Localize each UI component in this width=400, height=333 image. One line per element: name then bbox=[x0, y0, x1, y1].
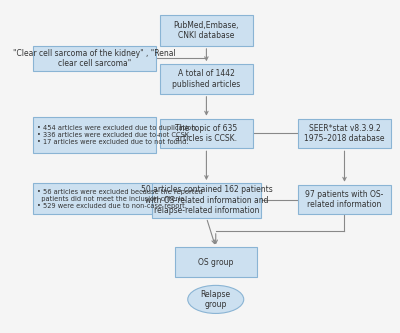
Text: • 454 articles were excluded due to duplication.
• 336 articles were excluded du: • 454 articles were excluded due to dupl… bbox=[37, 125, 197, 145]
Text: 97 patients with OS-
related information: 97 patients with OS- related information bbox=[305, 190, 384, 209]
Text: OS group: OS group bbox=[198, 258, 234, 267]
Text: SEER*stat v8.3.9.2
1975–2018 database: SEER*stat v8.3.9.2 1975–2018 database bbox=[304, 124, 385, 143]
FancyBboxPatch shape bbox=[160, 15, 253, 46]
Text: The topic of 635
articles is CCSK.: The topic of 635 articles is CCSK. bbox=[175, 124, 238, 143]
FancyBboxPatch shape bbox=[175, 247, 257, 277]
FancyBboxPatch shape bbox=[160, 119, 253, 148]
Text: Relapse
group: Relapse group bbox=[201, 290, 231, 309]
FancyBboxPatch shape bbox=[160, 64, 253, 94]
Text: • 56 articles were excluded because the reported
  patients did not meet the inc: • 56 articles were excluded because the … bbox=[37, 189, 202, 209]
FancyBboxPatch shape bbox=[33, 46, 156, 71]
FancyBboxPatch shape bbox=[298, 119, 391, 148]
FancyBboxPatch shape bbox=[33, 117, 156, 153]
Text: PubMed,Embase,
CNKI database: PubMed,Embase, CNKI database bbox=[174, 21, 239, 40]
FancyBboxPatch shape bbox=[152, 183, 260, 218]
FancyBboxPatch shape bbox=[33, 183, 156, 214]
Text: "Clear cell sarcoma of the kidney" , "Renal
clear cell sarcoma": "Clear cell sarcoma of the kidney" , "Re… bbox=[13, 49, 176, 68]
Text: 50 articles contained 162 patients
with OS-related information and
relapse-relat: 50 articles contained 162 patients with … bbox=[140, 185, 272, 215]
FancyBboxPatch shape bbox=[298, 185, 391, 214]
Ellipse shape bbox=[188, 285, 244, 313]
Text: A total of 1442
published articles: A total of 1442 published articles bbox=[172, 69, 240, 89]
